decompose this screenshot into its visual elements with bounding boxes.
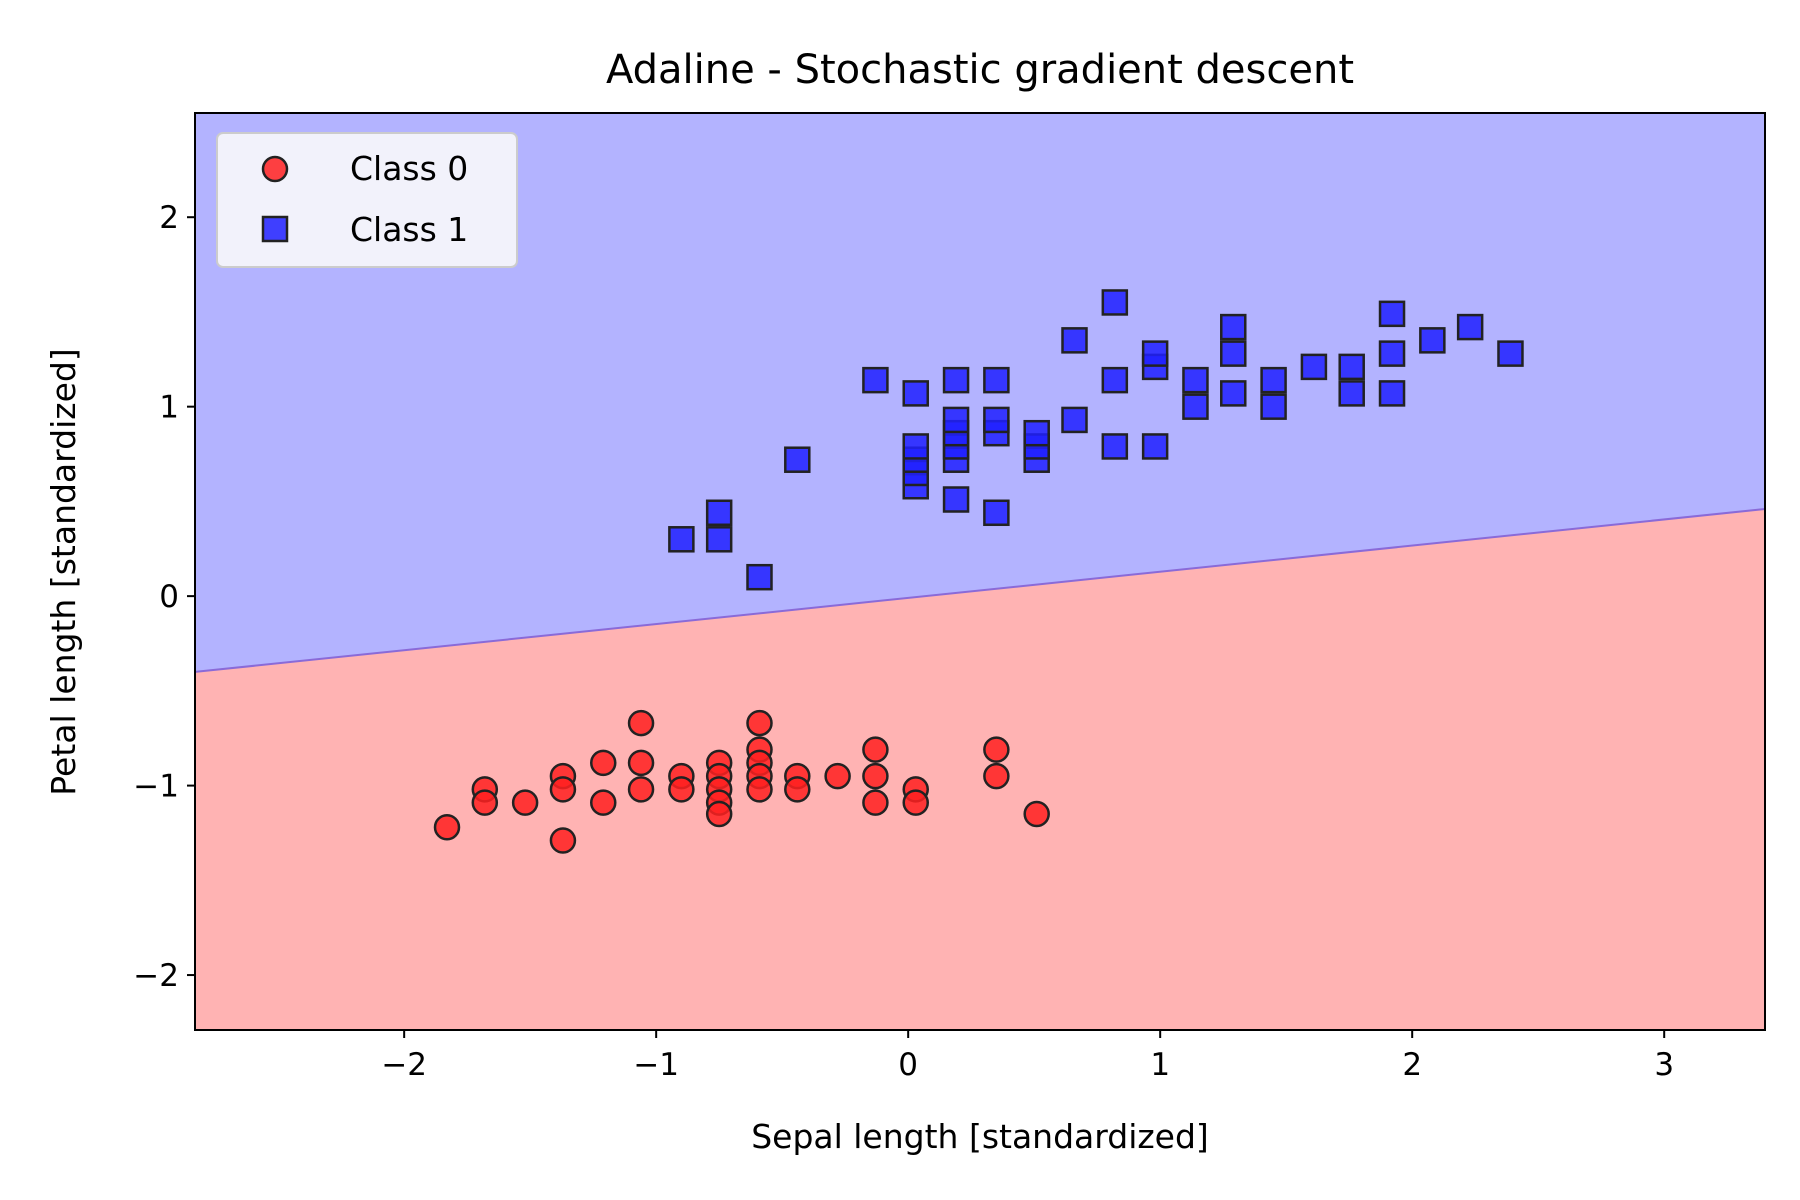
class-0-point bbox=[549, 827, 577, 854]
class-1-point bbox=[1378, 340, 1406, 367]
class-0-point bbox=[668, 776, 695, 803]
class-0-point bbox=[627, 776, 655, 803]
class-1-point bbox=[1182, 366, 1209, 394]
class-1-point bbox=[983, 406, 1010, 434]
class-1-point bbox=[1061, 406, 1088, 434]
legend: Class 0 Class 1 bbox=[216, 132, 518, 268]
y-tick-label: −2 bbox=[133, 958, 179, 994]
class-1-point bbox=[1141, 340, 1169, 367]
class-1-point bbox=[983, 499, 1010, 527]
class-1-point bbox=[1260, 393, 1287, 420]
decision-boundary-line bbox=[195, 507, 1765, 673]
class-0-point bbox=[746, 709, 773, 737]
class-1-point bbox=[1260, 366, 1287, 394]
class-1-point bbox=[1220, 313, 1247, 341]
class-0-point bbox=[590, 789, 617, 816]
class-1-point bbox=[1338, 380, 1365, 407]
class-1-point bbox=[1378, 300, 1406, 328]
class-1-point bbox=[705, 526, 733, 553]
class-0-point bbox=[511, 789, 539, 816]
chart-title: Adaline - Stochastic gradient descent bbox=[606, 47, 1354, 93]
class-1-decision-region bbox=[195, 113, 1765, 672]
class-1-point bbox=[1378, 380, 1406, 407]
class-1-point bbox=[902, 433, 929, 460]
class-0-point bbox=[862, 762, 889, 790]
y-tick-label: 2 bbox=[159, 200, 179, 236]
class-1-point bbox=[862, 366, 889, 394]
x-tick-label: −1 bbox=[633, 1047, 679, 1083]
x-tick-label: 2 bbox=[1402, 1047, 1422, 1083]
class-1-point bbox=[1220, 340, 1247, 367]
y-tick-label: −1 bbox=[133, 769, 179, 805]
class-1-point bbox=[1101, 366, 1129, 394]
class-0-point bbox=[549, 776, 577, 803]
y-axis-label: Petal length [standardized] bbox=[44, 348, 83, 795]
class-0-point bbox=[983, 736, 1010, 763]
class-0-point bbox=[627, 749, 655, 777]
class-0-point bbox=[590, 749, 617, 777]
legend-box bbox=[216, 132, 518, 268]
class-1-point bbox=[1061, 327, 1088, 354]
class-1-point bbox=[1182, 393, 1209, 420]
class-0-point bbox=[627, 709, 655, 737]
class-1-point bbox=[1300, 353, 1328, 381]
class-0-point bbox=[705, 800, 733, 828]
legend-marker-class-0 bbox=[261, 155, 289, 183]
class-1-point bbox=[1456, 313, 1484, 341]
class-1-point bbox=[1023, 419, 1050, 447]
class-0-point bbox=[902, 789, 929, 816]
class-0-point bbox=[983, 762, 1010, 790]
class-1-point bbox=[1101, 289, 1129, 316]
class-1-point bbox=[942, 366, 970, 394]
class-1-point bbox=[942, 406, 970, 434]
class-0-point bbox=[784, 776, 811, 803]
x-axis-label: Sepal length [standardized] bbox=[751, 1117, 1209, 1156]
scatter-points bbox=[433, 289, 1524, 854]
legend-label-class-0: Class 0 bbox=[350, 149, 468, 188]
class-0-point bbox=[1023, 800, 1050, 828]
plot-frame bbox=[194, 112, 1766, 1031]
class-0-point bbox=[824, 762, 851, 790]
class-0-decision-region bbox=[195, 508, 1765, 1030]
class-0-point bbox=[746, 776, 773, 803]
legend-label-class-1: Class 1 bbox=[350, 210, 468, 249]
y-tick-label: 0 bbox=[159, 579, 179, 615]
class-0-point bbox=[862, 736, 889, 763]
x-tick-label: −2 bbox=[381, 1047, 427, 1083]
class-1-point bbox=[942, 486, 970, 513]
y-tick-label: 1 bbox=[159, 390, 179, 426]
class-1-point bbox=[1497, 340, 1524, 367]
x-tick-label: 1 bbox=[1150, 1047, 1170, 1083]
class-1-point bbox=[983, 366, 1010, 394]
class-1-point bbox=[746, 563, 773, 591]
class-1-point bbox=[705, 499, 733, 527]
class-0-point bbox=[471, 789, 499, 816]
class-1-point bbox=[1101, 433, 1129, 460]
class-1-point bbox=[1419, 327, 1446, 354]
class-0-point bbox=[433, 814, 461, 841]
class-1-point bbox=[1338, 353, 1365, 381]
y-axis-ticks: −2 −1 0 1 2 bbox=[133, 200, 195, 994]
class-1-point bbox=[668, 526, 695, 553]
x-tick-label: 0 bbox=[898, 1047, 918, 1083]
legend-marker-class-1 bbox=[261, 215, 289, 243]
class-1-point bbox=[1220, 380, 1247, 407]
x-tick-label: 3 bbox=[1654, 1047, 1674, 1083]
class-0-point bbox=[862, 789, 889, 816]
class-1-point bbox=[902, 380, 929, 407]
plot-area bbox=[195, 113, 1765, 1030]
class-1-point bbox=[1141, 433, 1169, 460]
class-1-point bbox=[784, 446, 811, 473]
x-axis-ticks: −2 −1 0 1 2 3 bbox=[381, 1030, 1674, 1083]
